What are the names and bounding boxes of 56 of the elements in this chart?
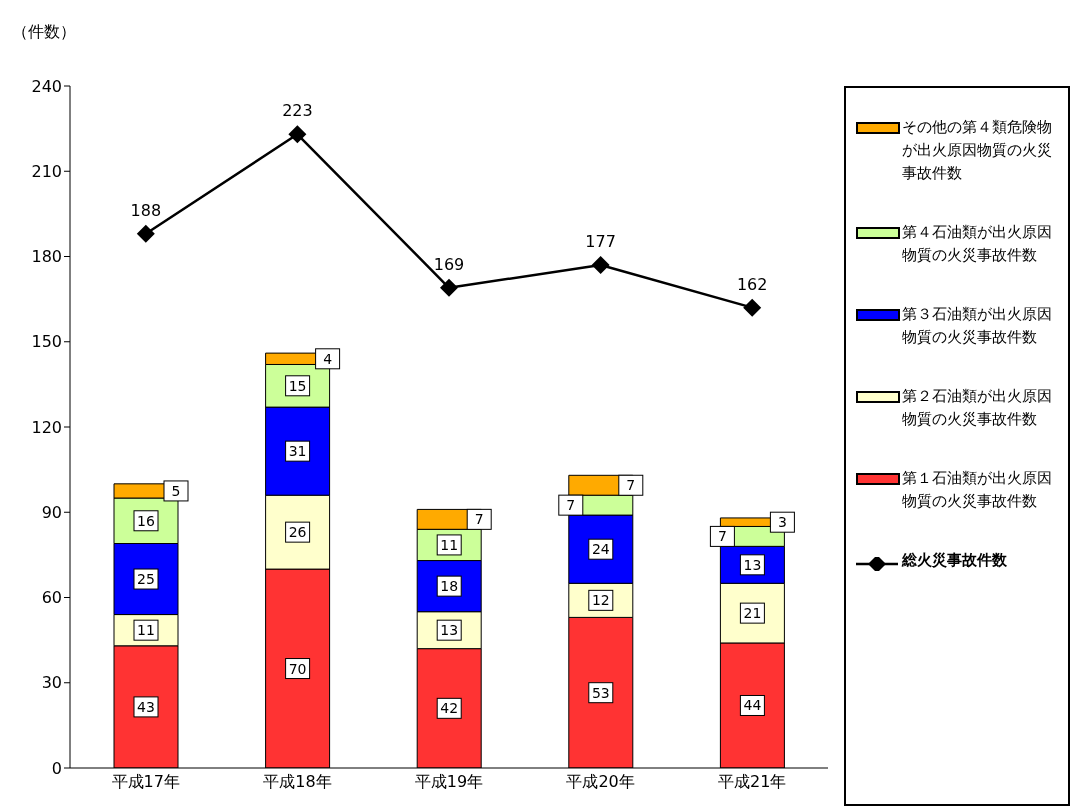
y-tick-label: 120 bbox=[31, 417, 62, 437]
point bbox=[591, 256, 610, 275]
x-tick-label: 平成21年 bbox=[718, 772, 787, 792]
y-axis-title: （件数） bbox=[12, 22, 76, 43]
legend-label: 第１石油類が出火原因物質の火災事故件数 bbox=[902, 468, 1053, 512]
legend-label: その他の第４類危険物が出火原因物質の火災事故件数 bbox=[902, 117, 1053, 184]
data-label: 5 bbox=[171, 482, 181, 499]
point bbox=[288, 125, 307, 144]
data-label: 223 bbox=[282, 101, 313, 121]
point bbox=[743, 298, 762, 317]
data-label: 43 bbox=[137, 698, 155, 715]
data-label: 4 bbox=[323, 350, 333, 367]
legend-label: 第４石油類が出火原因物質の火災事故件数 bbox=[902, 222, 1053, 266]
data-label: 169 bbox=[433, 254, 465, 274]
data-label: 13 bbox=[743, 556, 762, 573]
data-label: 7 bbox=[717, 528, 727, 545]
data-label: 25 bbox=[137, 571, 155, 588]
x-tick-label: 平成18年 bbox=[263, 772, 332, 792]
data-label: 24 bbox=[591, 541, 610, 558]
data-label: 16 bbox=[137, 512, 155, 529]
y-tick-label: 90 bbox=[41, 502, 62, 522]
data-label: 70 bbox=[288, 660, 307, 677]
data-label: 13 bbox=[440, 622, 459, 639]
y-tick-label: 210 bbox=[31, 161, 62, 181]
data-label: 188 bbox=[130, 200, 162, 220]
data-label: 44 bbox=[743, 697, 762, 714]
x-tick-label: 平成19年 bbox=[414, 772, 484, 792]
y-tick-label: 180 bbox=[31, 247, 62, 267]
data-label: 12 bbox=[591, 592, 610, 609]
point bbox=[440, 278, 458, 297]
data-label: 177 bbox=[585, 232, 616, 252]
data-label: 42 bbox=[440, 700, 459, 717]
data-label: 15 bbox=[288, 377, 307, 394]
y-tick-label: 60 bbox=[41, 588, 62, 608]
data-label: 7 bbox=[474, 511, 484, 528]
data-label: 11 bbox=[440, 536, 459, 553]
data-label: 18 bbox=[440, 578, 459, 595]
legend-label: 総火災事故件数 bbox=[902, 550, 1007, 571]
point bbox=[136, 224, 155, 243]
data-label: 21 bbox=[743, 605, 762, 622]
x-tick-label: 平成17年 bbox=[111, 772, 180, 792]
data-label: 162 bbox=[736, 274, 768, 294]
data-label: 3 bbox=[777, 514, 787, 531]
data-label: 26 bbox=[288, 524, 307, 541]
legend-label: 第２石油類が出火原因物質の火災事故件数 bbox=[902, 386, 1053, 430]
data-label: 11 bbox=[137, 622, 155, 639]
data-label: 31 bbox=[288, 443, 307, 460]
y-tick-label: 240 bbox=[31, 76, 62, 96]
legend-label: 第３石油類が出火原因物質の火災事故件数 bbox=[902, 304, 1053, 348]
data-label: 7 bbox=[626, 477, 636, 494]
y-tick-label: 0 bbox=[51, 758, 62, 778]
data-label: 7 bbox=[566, 497, 576, 514]
x-tick-label: 平成20年 bbox=[566, 772, 635, 792]
data-label: 53 bbox=[591, 684, 610, 701]
y-tick-label: 150 bbox=[31, 332, 62, 352]
y-tick-label: 30 bbox=[41, 673, 62, 693]
